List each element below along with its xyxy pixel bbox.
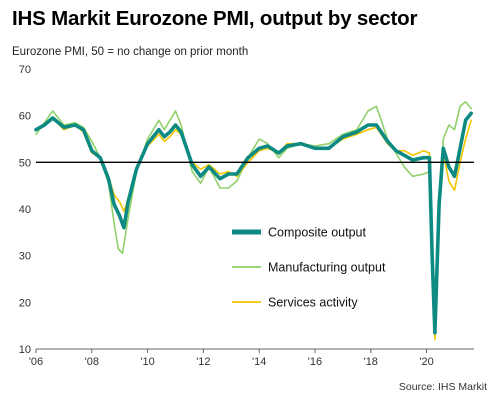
series-line-composite-output: [34, 111, 474, 335]
x-tick-label: '08: [85, 356, 99, 368]
x-tick-label: '06: [29, 356, 43, 368]
y-tick-label: 20: [19, 297, 31, 309]
series-line-manufacturing-output: [35, 100, 473, 334]
y-tick-label: 70: [19, 64, 31, 76]
y-tick-label: 40: [19, 204, 31, 216]
chart-title: IHS Markit Eurozone PMI, output by secto…: [12, 7, 418, 30]
x-tick-label: '16: [308, 356, 322, 368]
x-tick-label: '10: [140, 356, 154, 368]
source-note: Source: IHS Markit: [398, 381, 487, 393]
x-tick-label: '14: [252, 356, 266, 368]
series-layer: [34, 100, 474, 341]
y-tick-label: 50: [19, 157, 31, 169]
x-tick-label: '18: [364, 356, 378, 368]
y-tick-label: 60: [19, 111, 31, 123]
x-tick-label: '20: [419, 356, 433, 368]
legend-label: Composite output: [268, 226, 367, 240]
y-axis-subtitle: Eurozone PMI, 50 = no change on prior mo…: [12, 46, 249, 58]
legend-label: Services activity: [268, 296, 358, 310]
y-axis-ticks: 10 20 30 40 50 60 70: [19, 64, 31, 356]
legend: Composite output Manufacturing output Serv…: [232, 226, 386, 310]
x-axis-ticks: '06 '08 '10 '12 '14 '16 '18 '20: [29, 349, 434, 368]
y-tick-label: 10: [19, 344, 31, 356]
x-tick-label: '12: [196, 356, 210, 368]
y-tick-label: 30: [19, 251, 31, 263]
legend-label: Manufacturing output: [268, 261, 386, 275]
